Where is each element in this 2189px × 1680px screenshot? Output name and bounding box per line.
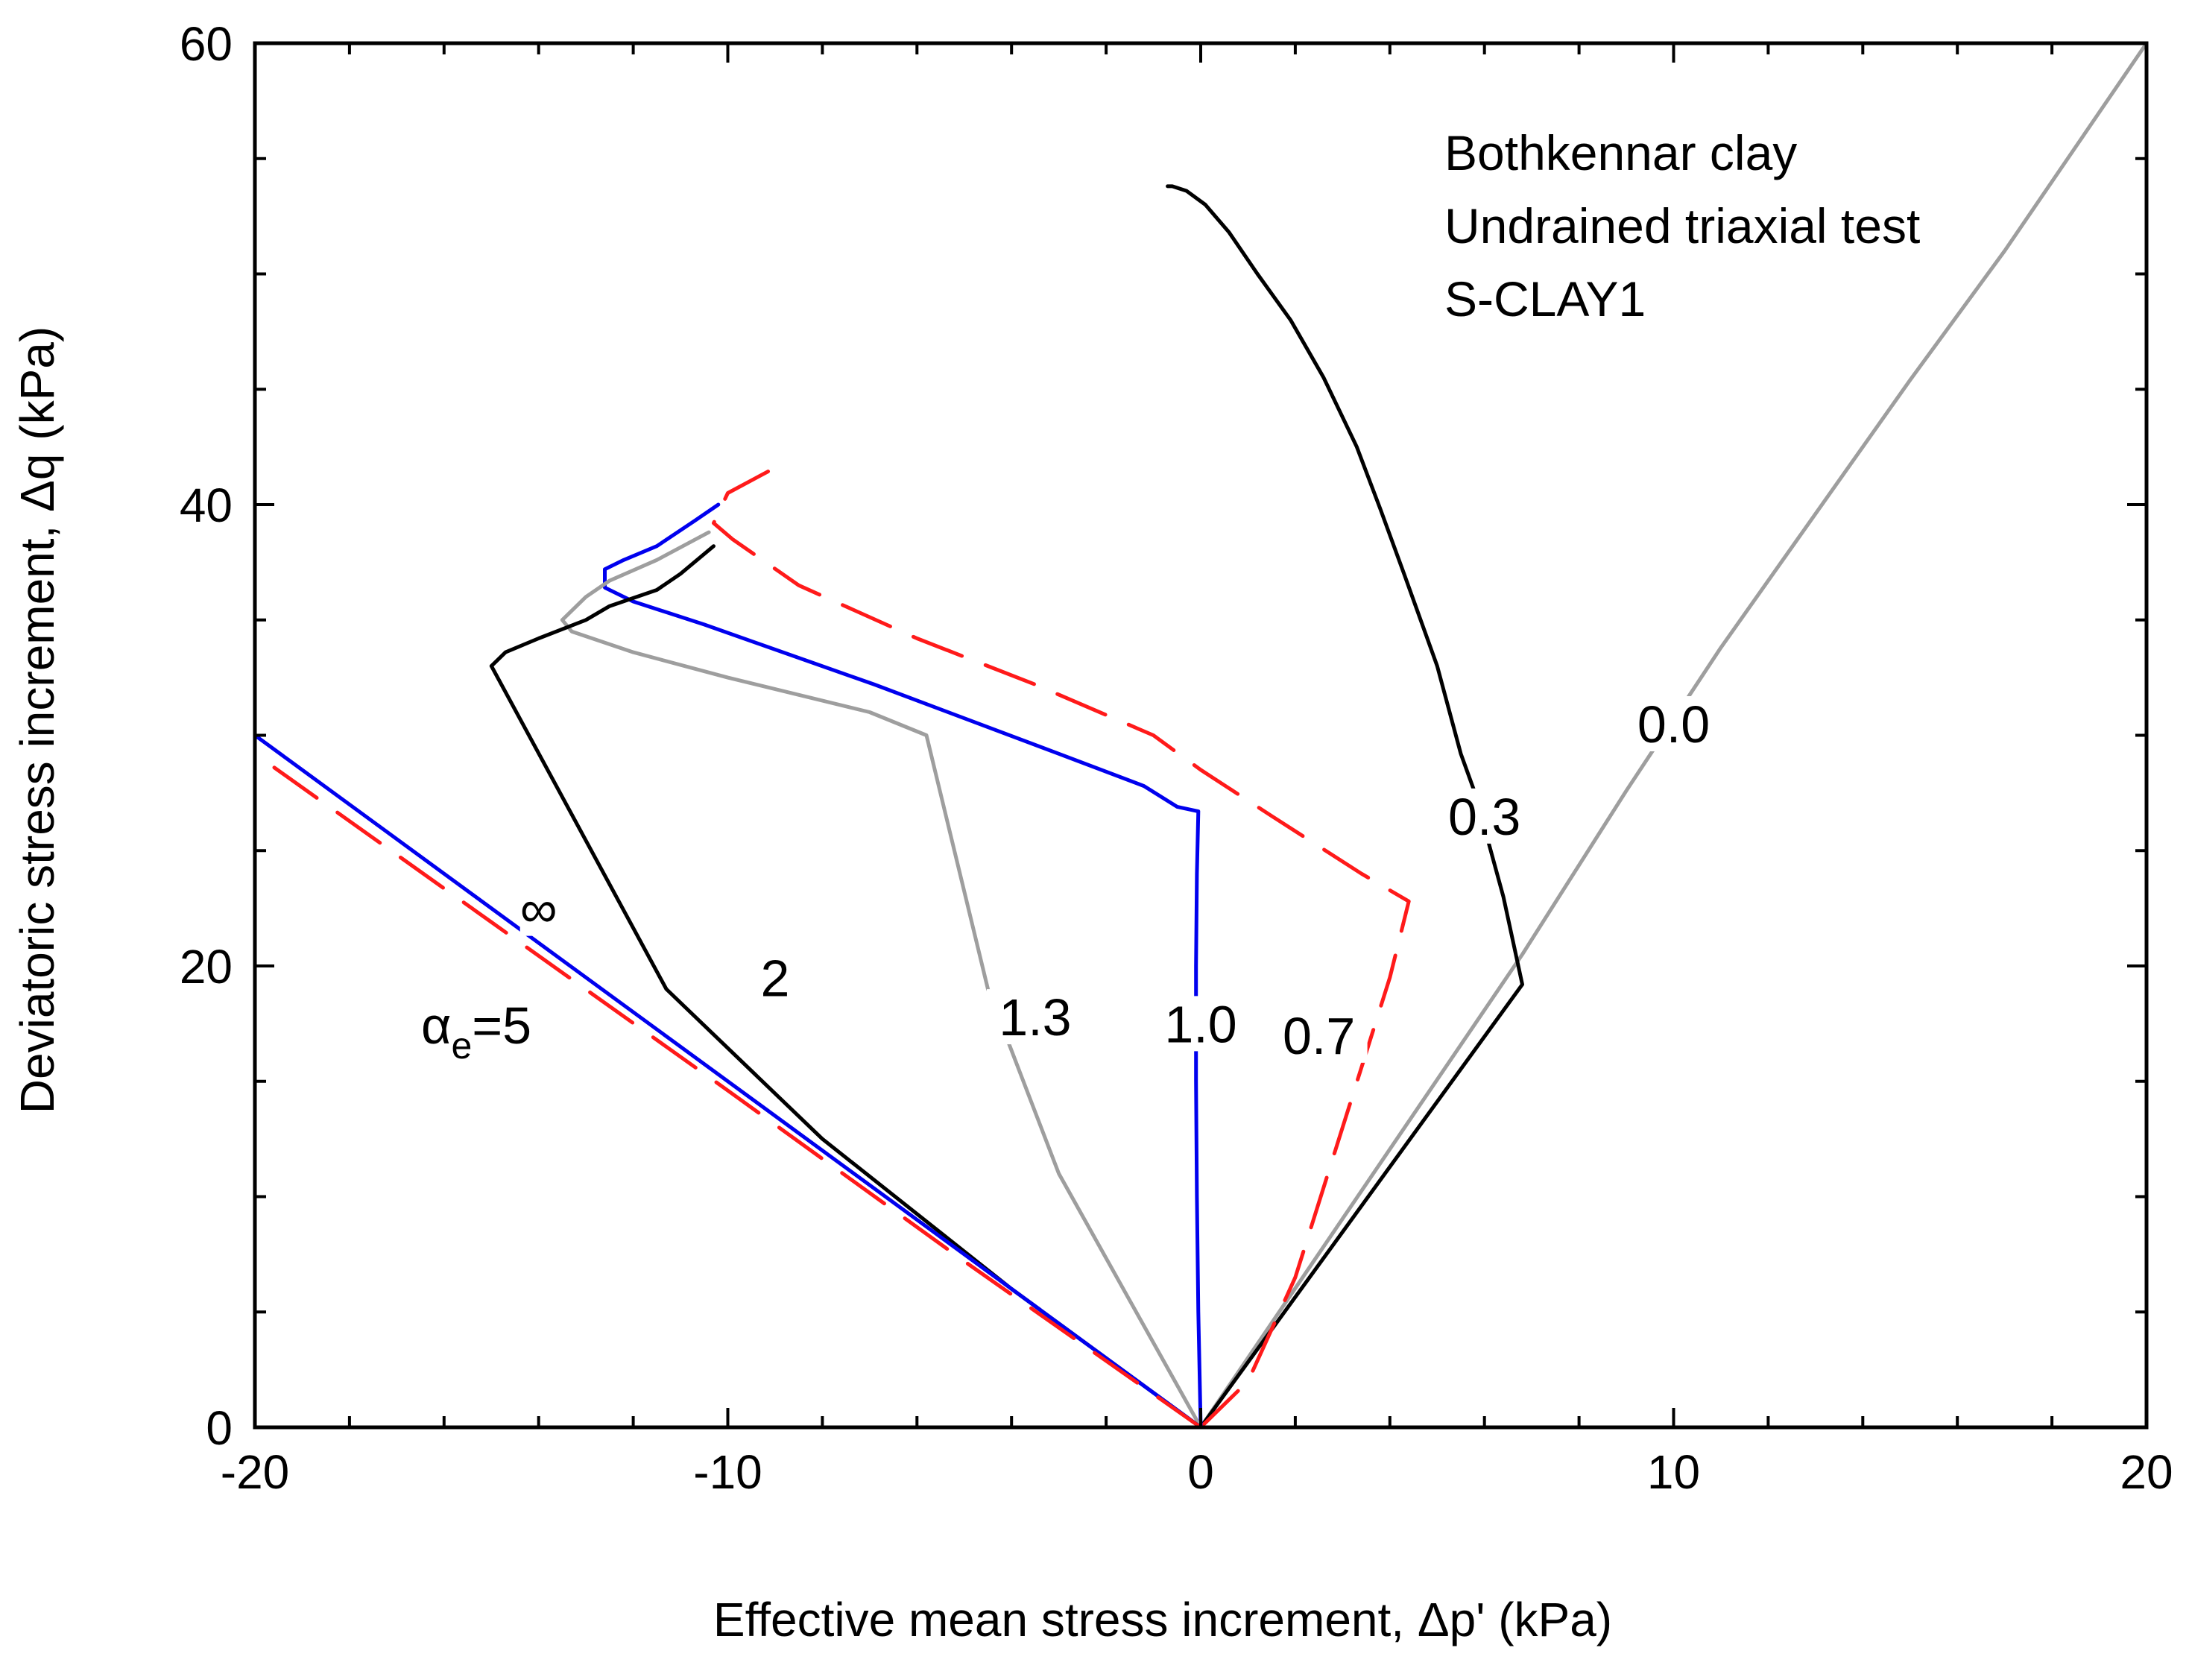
series-4-label: 1.0 — [1164, 995, 1236, 1053]
alpha-subscript: e — [451, 1025, 472, 1067]
annotation-line-1: Bothkennar clay — [1444, 125, 1797, 180]
series-6-label: 2 — [760, 949, 789, 1007]
annotation-line-3: S-CLAY1 — [1444, 271, 1646, 326]
alpha-e-label: αe=5 — [421, 997, 531, 1067]
annotation-block: Bothkennar clay Undrained triaxial test … — [1444, 125, 1920, 326]
series-5-label-background — [986, 989, 1084, 1045]
x-tick-label: 20 — [2120, 1445, 2173, 1499]
series-1-label: 0.0 — [1637, 695, 1710, 754]
alpha-symbol: α — [421, 997, 451, 1055]
y-tick-label: 0 — [206, 1401, 233, 1455]
series-5-line — [560, 530, 1203, 1430]
series-8-line — [253, 751, 1203, 1430]
series-3-label: 0.7 — [1283, 1007, 1355, 1065]
x-tick-label: 0 — [1187, 1445, 1214, 1499]
series-7-label-background — [519, 880, 557, 936]
x-tick-label: 10 — [1647, 1445, 1700, 1499]
y-tick-label: 60 — [180, 17, 233, 71]
tick-layer: -20 -10 0 10 20 0 20 40 60 — [180, 17, 2173, 1499]
series-6-line — [489, 544, 1203, 1430]
x-axis-title: Effective mean stress increment, Δp' (kP… — [713, 1593, 1612, 1646]
series-7-label: ∞ — [520, 880, 557, 938]
series-4-label-background — [1152, 996, 1249, 1052]
series-7-line — [253, 733, 1203, 1430]
x-tick-label: -10 — [693, 1445, 762, 1499]
series-2-label-background — [1435, 788, 1533, 844]
y-tick-label: 40 — [180, 479, 233, 532]
series-2-label: 0.3 — [1448, 788, 1520, 846]
curve-label-layer: 0.0 0.3 0.7 1.0 1.3 2 ∞ — [519, 695, 1722, 1065]
plot-frame — [253, 41, 2149, 1430]
series-3-line — [712, 466, 1411, 1430]
series-4-line — [603, 502, 1203, 1430]
series-1-line — [1198, 41, 2149, 1430]
annotation-line-2: Undrained triaxial test — [1444, 198, 1920, 253]
y-axis-title: Deviatoric stress increment, Δq (kPa) — [10, 326, 64, 1114]
series-5-label: 1.3 — [999, 988, 1071, 1046]
series-6-label-background — [756, 950, 794, 1005]
x-tick-label: -20 — [221, 1445, 290, 1499]
series-3-label-background — [1270, 1007, 1368, 1063]
alpha-value: =5 — [472, 997, 531, 1055]
series-1-label-background — [1625, 696, 1722, 752]
y-tick-label: 20 — [180, 940, 233, 994]
